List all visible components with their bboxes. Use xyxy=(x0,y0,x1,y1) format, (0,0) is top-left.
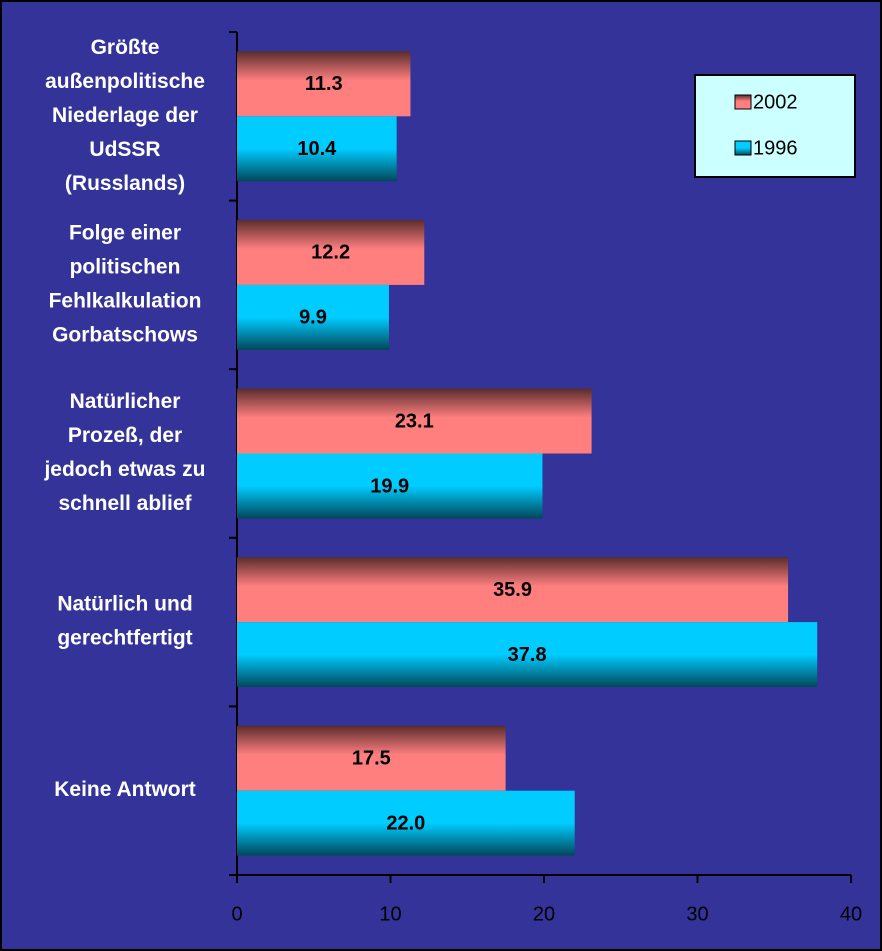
category-label: (Russlands) xyxy=(65,172,185,195)
value-label: 35.9 xyxy=(493,579,532,601)
bar xyxy=(237,453,543,519)
value-label: 37.8 xyxy=(508,644,547,666)
category-label: Größte xyxy=(91,36,160,59)
bar xyxy=(237,51,411,117)
value-label: 19.9 xyxy=(370,475,409,497)
x-tick-label: 30 xyxy=(686,903,708,925)
category-label: Natürlicher xyxy=(70,390,181,413)
value-label: 23.1 xyxy=(395,410,434,432)
category-label: schnell ablief xyxy=(58,492,192,515)
value-label: 9.9 xyxy=(299,307,327,329)
x-tick-label: 20 xyxy=(533,903,555,925)
category-label: Prozeß, der xyxy=(68,424,182,447)
bar xyxy=(237,116,397,182)
value-label: 10.4 xyxy=(297,138,337,160)
bar xyxy=(237,284,389,350)
category-label: Gorbatschows xyxy=(52,323,198,346)
value-label: 11.3 xyxy=(305,73,343,95)
legend-label: 1996 xyxy=(753,137,798,159)
legend-label: 2002 xyxy=(753,91,798,113)
category-label: außenpolitische xyxy=(45,70,205,93)
bar xyxy=(237,725,506,791)
value-label: 12.2 xyxy=(311,242,350,264)
category-label: UdSSR xyxy=(89,138,160,161)
category-label: jedoch etwas zu xyxy=(43,458,205,481)
category-label: Folge einer xyxy=(69,221,181,244)
bar xyxy=(237,622,818,688)
bar xyxy=(237,219,425,285)
value-label: 22.0 xyxy=(386,812,425,834)
category-label: Natürlich und xyxy=(57,593,192,616)
bar xyxy=(237,388,592,454)
value-label: 17.5 xyxy=(352,747,391,769)
legend-swatch xyxy=(734,140,752,156)
x-tick-label: 10 xyxy=(379,903,401,925)
category-label: Fehlkalkulation xyxy=(49,289,202,312)
x-tick-label: 0 xyxy=(231,903,242,925)
x-tick-label: 40 xyxy=(840,903,862,925)
category-label: Niederlage der xyxy=(52,104,198,127)
category-label: gerechtfertigt xyxy=(57,627,192,650)
category-label: politischen xyxy=(70,255,181,278)
bar xyxy=(237,790,575,856)
legend-box xyxy=(694,74,856,178)
bar xyxy=(237,557,789,623)
category-label: Keine Antwort xyxy=(54,778,196,801)
legend-swatch xyxy=(734,94,752,110)
